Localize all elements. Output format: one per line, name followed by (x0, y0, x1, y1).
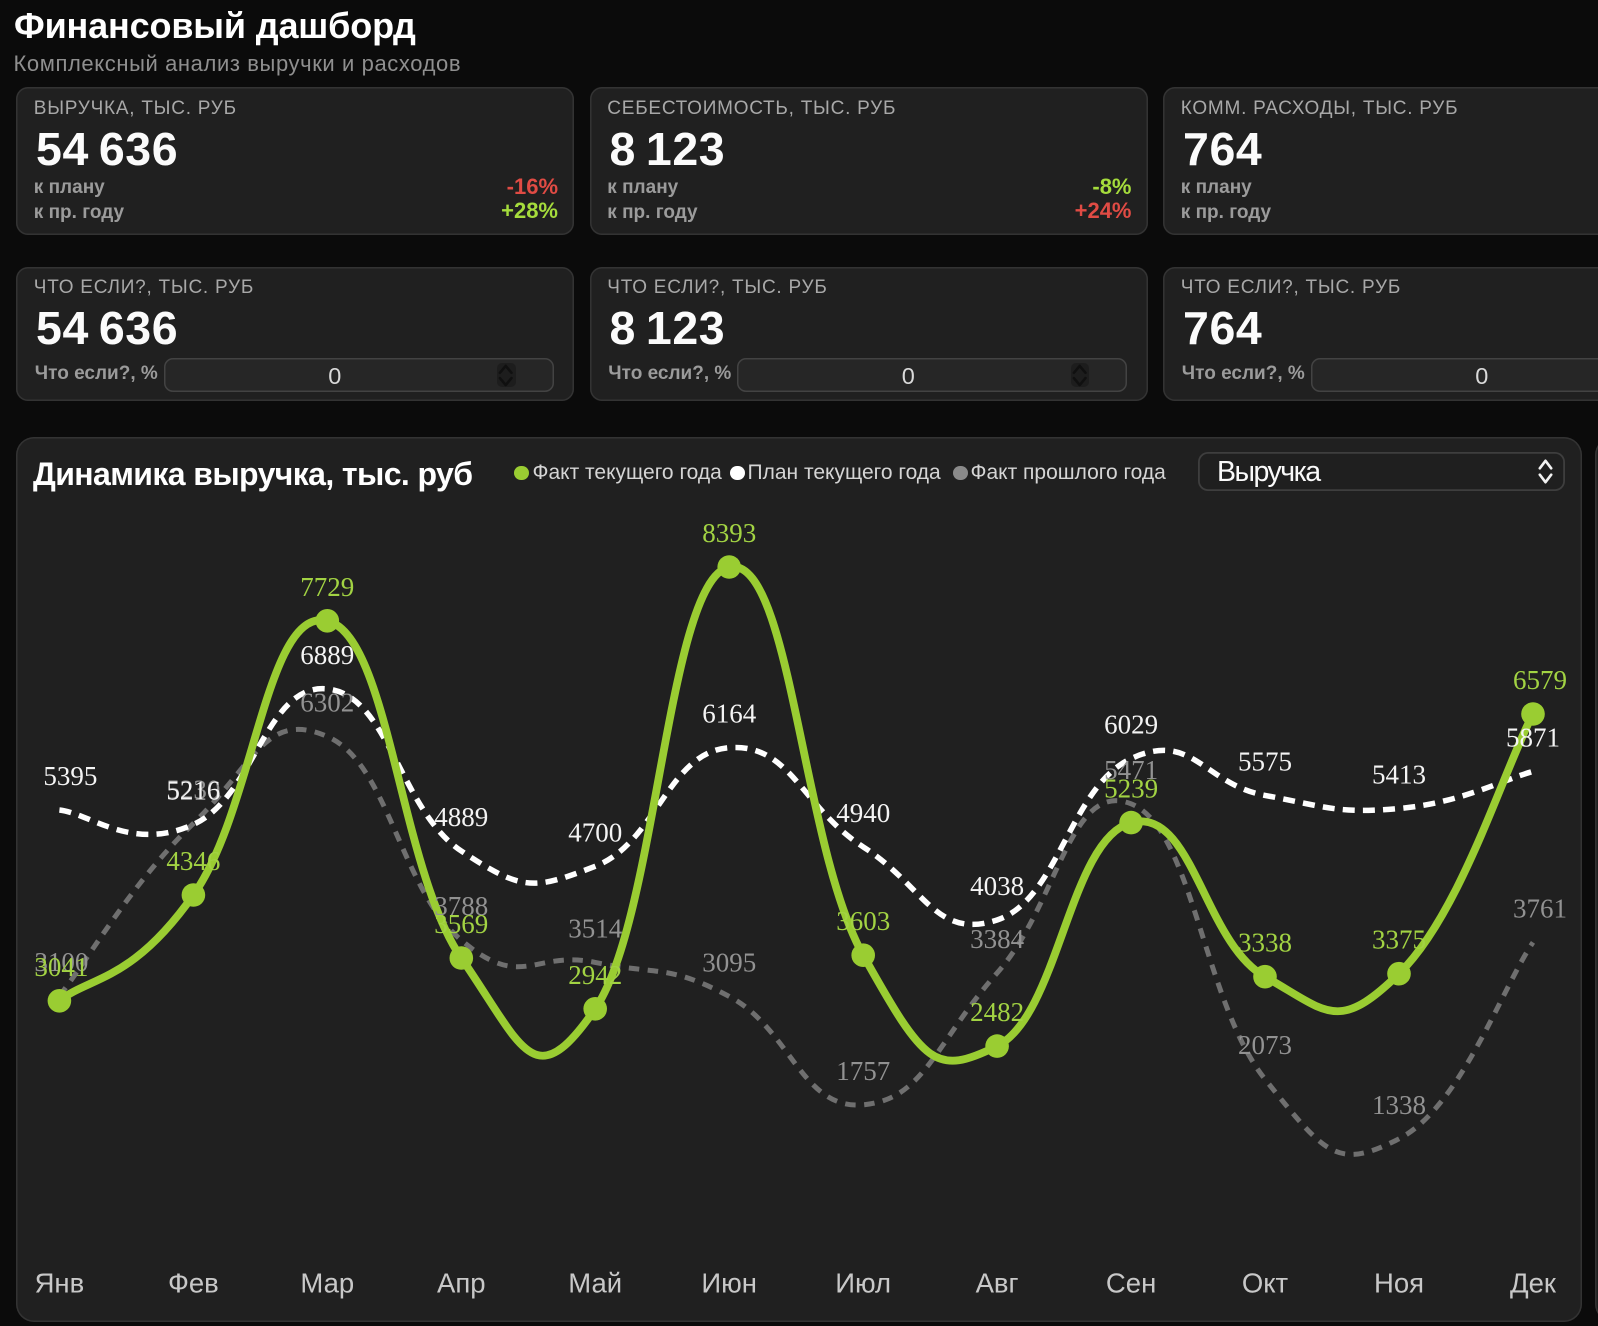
svg-text:5871: 5871 (1506, 722, 1560, 752)
svg-text:Фев: Фев (168, 1268, 219, 1299)
svg-text:3788: 3788 (434, 891, 488, 921)
svg-text:2942: 2942 (568, 960, 622, 990)
svg-text:Авг: Авг (976, 1268, 1019, 1299)
svg-text:3761: 3761 (1513, 893, 1567, 923)
svg-text:3041: 3041 (34, 952, 88, 982)
svg-text:Окт: Окт (1242, 1268, 1289, 1299)
svg-text:6302: 6302 (300, 688, 354, 718)
svg-text:Июн: Июн (701, 1268, 757, 1299)
svg-text:3384: 3384 (970, 924, 1025, 954)
svg-text:3100: 3100 (34, 947, 88, 977)
svg-text:5216: 5216 (166, 776, 220, 806)
svg-text:2482: 2482 (970, 997, 1024, 1027)
svg-text:3375: 3375 (1372, 925, 1426, 955)
svg-text:3603: 3603 (836, 906, 890, 936)
svg-text:6029: 6029 (1104, 710, 1158, 740)
svg-text:5239: 5239 (1104, 774, 1158, 804)
svg-text:6164: 6164 (702, 699, 757, 729)
svg-text:3569: 3569 (434, 909, 488, 939)
svg-text:Май: Май (568, 1268, 622, 1299)
svg-text:5413: 5413 (1372, 760, 1426, 790)
svg-text:3338: 3338 (1238, 928, 1292, 958)
svg-text:Янв: Янв (35, 1268, 85, 1299)
svg-text:3514: 3514 (568, 913, 623, 943)
svg-text:1338: 1338 (1372, 1090, 1426, 1120)
svg-text:4940: 4940 (836, 798, 890, 828)
svg-text:2073: 2073 (1238, 1030, 1292, 1060)
svg-text:5395: 5395 (43, 761, 97, 791)
svg-text:6579: 6579 (1513, 665, 1567, 695)
svg-text:1757: 1757 (836, 1056, 890, 1086)
svg-text:4346: 4346 (166, 846, 220, 876)
svg-text:5471: 5471 (1104, 755, 1158, 785)
svg-text:7729: 7729 (300, 572, 354, 602)
svg-text:4889: 4889 (434, 802, 488, 832)
svg-text:3095: 3095 (702, 947, 756, 977)
svg-text:Сен: Сен (1106, 1268, 1156, 1299)
svg-text:Мар: Мар (300, 1268, 354, 1299)
svg-text:8393: 8393 (702, 518, 756, 548)
svg-text:5230: 5230 (166, 774, 220, 804)
svg-text:Апр: Апр (437, 1268, 486, 1299)
svg-text:4700: 4700 (568, 817, 622, 847)
svg-text:6889: 6889 (300, 640, 354, 670)
svg-text:Июл: Июл (835, 1268, 891, 1299)
svg-text:Ноя: Ноя (1374, 1268, 1424, 1299)
svg-text:Дек: Дек (1510, 1268, 1557, 1299)
svg-text:5575: 5575 (1238, 746, 1292, 776)
svg-text:4038: 4038 (970, 871, 1024, 901)
